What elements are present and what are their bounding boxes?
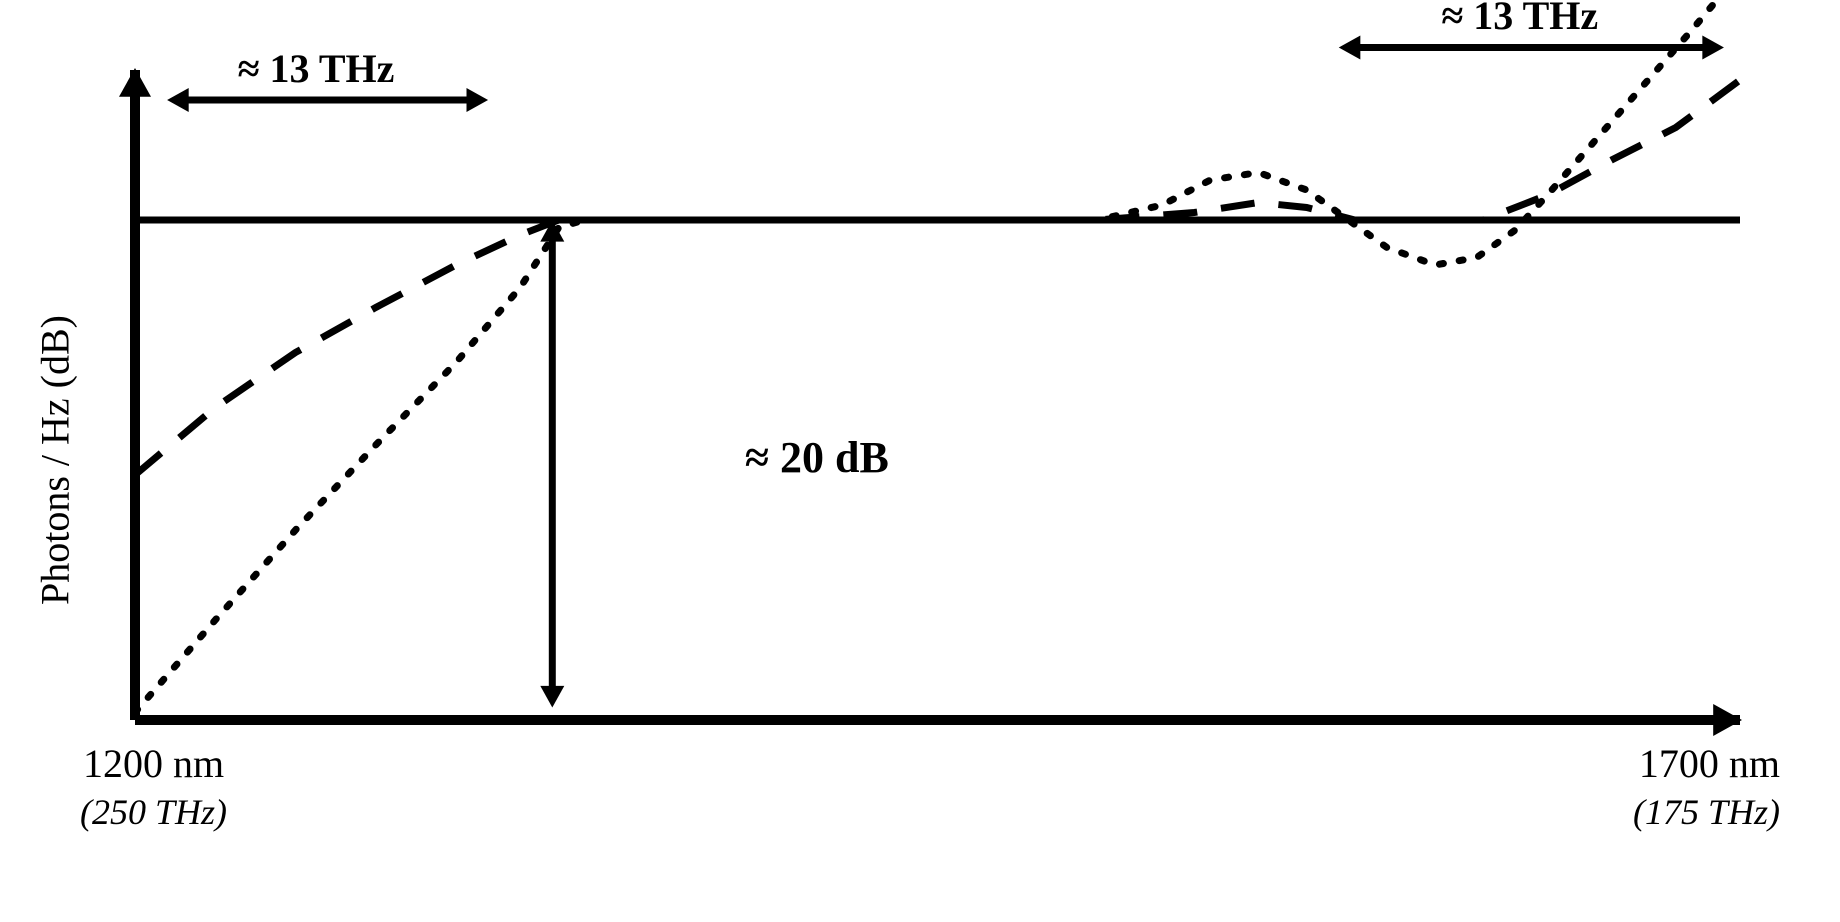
x-tick-left-bottom: (250 THz) [80,792,227,832]
x-tick-left: 1200 nm (250 THz) [80,740,227,834]
x-tick-right: 1700 nm (175 THz) [1633,740,1780,834]
annotation-height-label: ≈ 20 dB [745,432,889,483]
chart-container: Photons / Hz (dB) 1200 nm (250 THz) 1700… [0,0,1840,922]
x-tick-right-bottom: (175 THz) [1633,792,1780,832]
y-axis-label: Photons / Hz (dB) [32,315,79,605]
annotation-span-left-label: ≈ 13 THz [238,45,395,92]
x-tick-right-top: 1700 nm [1639,741,1780,786]
series-dashed [135,80,1740,475]
annotation-span-right-label: ≈ 13 THz [1441,0,1598,39]
series-dotted [135,0,1740,713]
x-tick-left-top: 1200 nm [83,741,224,786]
chart-svg [0,0,1840,922]
